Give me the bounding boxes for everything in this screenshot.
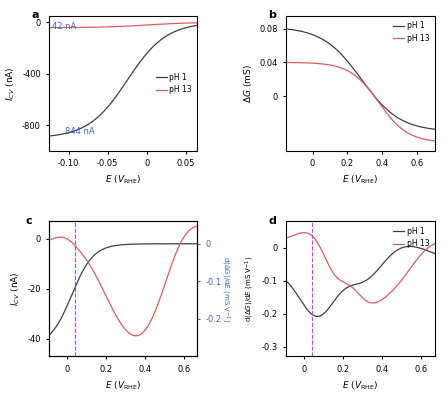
pH 13: [302, 230, 307, 235]
pH 1: [284, 278, 289, 283]
Text: d: d: [269, 216, 276, 226]
pH 13: [400, 277, 405, 282]
pH 1: [432, 251, 437, 256]
pH 1: [322, 38, 327, 43]
Legend: pH 1, pH 13: pH 1, pH 13: [391, 20, 431, 44]
pH 1: [114, 94, 119, 99]
pH 1: [344, 286, 349, 290]
pH 1: [349, 283, 354, 288]
X-axis label: $E\ (V_\mathrm{RHE})$: $E\ (V_\mathrm{RHE})$: [342, 379, 379, 392]
pH 1: [402, 245, 407, 249]
Y-axis label: $I_{CV}\ \mathrm{(nA)}$: $I_{CV}\ \mathrm{(nA)}$: [9, 272, 22, 306]
pH 13: [402, 274, 408, 278]
Legend: pH 1, pH 13: pH 1, pH 13: [154, 71, 194, 96]
Y-axis label: $I_{CV}\ \mathrm{(nA)}$: $I_{CV}\ \mathrm{(nA)}$: [4, 66, 17, 101]
pH 1: [399, 246, 405, 250]
pH 1: [284, 27, 289, 31]
pH 13: [395, 123, 401, 128]
Line: pH 13: pH 13: [286, 233, 435, 303]
pH 1: [432, 127, 437, 131]
Text: c: c: [26, 216, 32, 226]
Line: pH 1: pH 1: [49, 25, 198, 136]
pH 13: [85, 25, 90, 30]
pH 13: [322, 62, 327, 67]
pH 13: [158, 22, 164, 27]
pH 13: [146, 23, 151, 27]
X-axis label: $E\ (V_\mathrm{RHE})$: $E\ (V_\mathrm{RHE})$: [342, 174, 379, 187]
Line: pH 13: pH 13: [286, 63, 435, 141]
Y-axis label: $\mathrm{d}(\Delta G)/\mathrm{d}E\ \mathrm{(mS\ V^{-1})}$: $\mathrm{d}(\Delta G)/\mathrm{d}E\ \math…: [220, 256, 232, 322]
pH 13: [299, 230, 304, 235]
pH 1: [146, 50, 151, 54]
Line: pH 13: pH 13: [49, 23, 198, 28]
pH 13: [310, 61, 315, 65]
Legend: pH 1, pH 13: pH 1, pH 13: [391, 225, 431, 250]
Line: pH 1: pH 1: [286, 29, 435, 129]
pH 13: [195, 21, 200, 25]
Line: pH 1: pH 1: [286, 246, 435, 316]
pH 1: [195, 23, 200, 28]
Text: b: b: [269, 10, 276, 21]
Y-axis label: $\mathrm{d}(\Delta G)/\mathrm{d}E\ \mathrm{(mS\ V^{-1})}$: $\mathrm{d}(\Delta G)/\mathrm{d}E\ \math…: [244, 256, 256, 322]
X-axis label: $E\ (V_\mathrm{RHE})$: $E\ (V_\mathrm{RHE})$: [105, 379, 142, 392]
pH 1: [383, 106, 388, 110]
pH 13: [134, 23, 139, 28]
pH 13: [284, 60, 289, 65]
pH 1: [314, 314, 320, 319]
pH 13: [386, 292, 391, 297]
pH 1: [386, 255, 391, 260]
Text: 844 nA: 844 nA: [65, 127, 95, 136]
pH 1: [310, 32, 315, 37]
Text: a: a: [31, 10, 39, 21]
pH 1: [47, 134, 52, 139]
pH 13: [370, 301, 375, 305]
pH 13: [371, 93, 376, 98]
pH 1: [371, 93, 376, 98]
pH 1: [407, 244, 412, 249]
pH 13: [73, 25, 78, 30]
Text: 42 nA: 42 nA: [52, 22, 76, 31]
Y-axis label: $\Delta G\ \mathrm{(mS)}$: $\Delta G\ \mathrm{(mS)}$: [242, 64, 254, 103]
pH 1: [351, 66, 356, 71]
X-axis label: $E\ (V_\mathrm{RHE})$: $E\ (V_\mathrm{RHE})$: [105, 174, 142, 187]
pH 13: [349, 285, 354, 289]
pH 13: [432, 241, 437, 246]
pH 1: [73, 128, 78, 133]
pH 13: [114, 24, 119, 29]
pH 13: [351, 72, 356, 76]
pH 1: [395, 115, 401, 120]
pH 1: [134, 64, 139, 69]
pH 13: [47, 25, 52, 30]
pH 13: [344, 281, 349, 286]
pH 1: [158, 38, 164, 42]
pH 1: [85, 122, 90, 127]
pH 13: [432, 139, 437, 143]
pH 13: [284, 236, 289, 240]
pH 1: [299, 299, 304, 304]
pH 13: [383, 109, 388, 114]
